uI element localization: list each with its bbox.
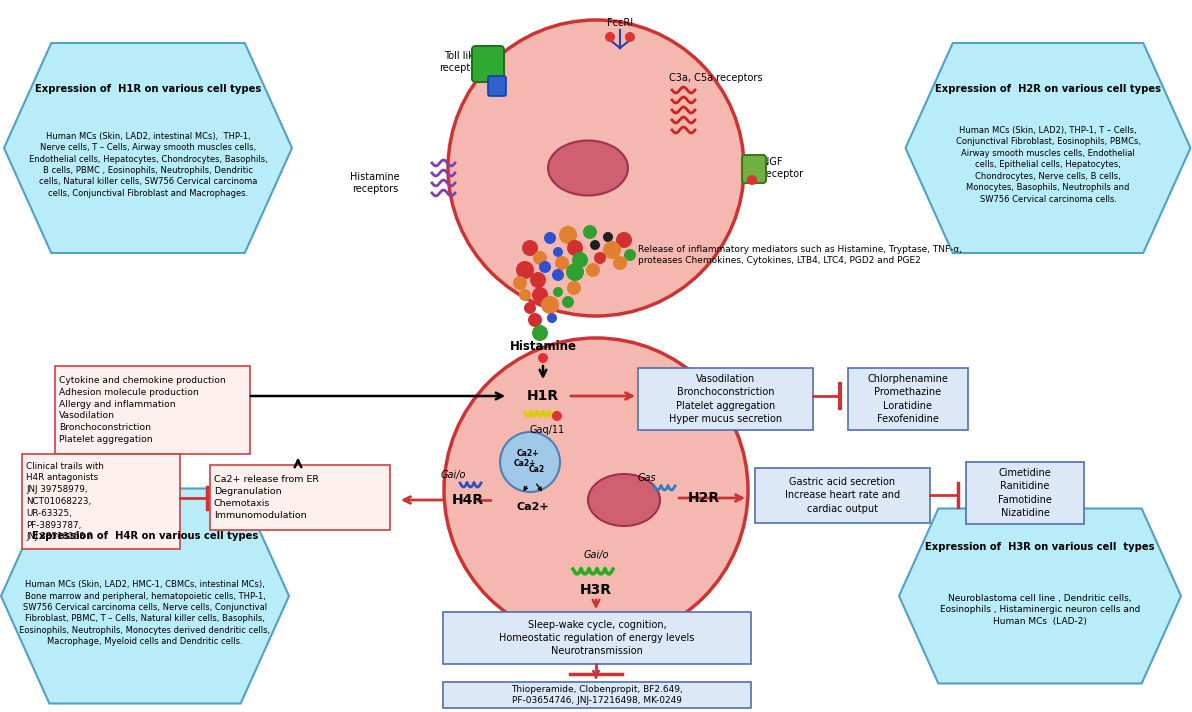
Circle shape [547, 313, 557, 323]
Text: H3R: H3R [581, 583, 611, 597]
FancyBboxPatch shape [741, 155, 766, 183]
Text: Expression of  H1R on various cell types: Expression of H1R on various cell types [35, 84, 261, 94]
Circle shape [603, 232, 613, 242]
Circle shape [613, 256, 627, 270]
FancyBboxPatch shape [55, 366, 250, 454]
FancyBboxPatch shape [472, 46, 504, 82]
FancyBboxPatch shape [966, 462, 1084, 524]
Circle shape [590, 240, 600, 250]
Text: Expression of  H4R on various cell types: Expression of H4R on various cell types [32, 531, 259, 541]
FancyBboxPatch shape [443, 612, 751, 664]
Text: Cimetidine
Ranitidine
Famotidine
Nizatidine: Cimetidine Ranitidine Famotidine Nizatid… [998, 468, 1051, 518]
Polygon shape [906, 43, 1191, 253]
FancyBboxPatch shape [488, 76, 505, 96]
Polygon shape [1, 488, 288, 703]
Circle shape [448, 20, 744, 316]
Circle shape [539, 261, 551, 273]
FancyBboxPatch shape [21, 454, 180, 549]
Text: Toll like
receptors: Toll like receptors [439, 51, 485, 73]
Text: Chlorphenamine
Promethazine
Loratidine
Fexofenidine: Chlorphenamine Promethazine Loratidine F… [868, 375, 949, 424]
Polygon shape [899, 508, 1181, 684]
Text: Sleep-wake cycle, cognition,
Homeostatic regulation of energy levels
Neurotransm: Sleep-wake cycle, cognition, Homeostatic… [499, 620, 695, 656]
Circle shape [553, 287, 563, 297]
Circle shape [519, 289, 530, 301]
Circle shape [583, 225, 597, 239]
Circle shape [528, 313, 542, 327]
Text: C3a, C5a receptors: C3a, C5a receptors [669, 73, 763, 83]
Text: Expression of  H3R on various cell  types: Expression of H3R on various cell types [925, 542, 1155, 552]
Circle shape [552, 411, 561, 421]
Circle shape [623, 249, 637, 261]
Circle shape [516, 261, 534, 279]
Text: Ca2: Ca2 [529, 466, 545, 474]
Text: Expression of  H2R on various cell types: Expression of H2R on various cell types [935, 84, 1161, 94]
Text: Vasodilation
Bronchoconstriction
Platelet aggregation
Hyper mucus secretion: Vasodilation Bronchoconstriction Platele… [669, 375, 782, 424]
Text: Gaq/11: Gaq/11 [529, 425, 565, 435]
Circle shape [594, 252, 606, 264]
Text: Human MCs (Skin, LAD2), THP-1, T – Cells,
Conjunctival Fibroblast, Eosinophils, : Human MCs (Skin, LAD2), THP-1, T – Cells… [956, 126, 1141, 204]
Circle shape [559, 226, 577, 244]
Circle shape [530, 272, 546, 288]
Text: Gai/o: Gai/o [583, 550, 609, 560]
Circle shape [532, 287, 548, 303]
Text: FcεRI: FcεRI [607, 18, 633, 28]
Text: Gas: Gas [638, 473, 657, 483]
Text: Human MCs (Skin, LAD2, HMC-1, CBMCs, intestinal MCs),
Bone marrow and peripheral: Human MCs (Skin, LAD2, HMC-1, CBMCs, int… [19, 580, 271, 646]
FancyBboxPatch shape [848, 368, 968, 430]
Text: Histamine: Histamine [509, 340, 577, 352]
Text: Cytokine and chemokine production
Adhesion molecule production
Allergy and infla: Cytokine and chemokine production Adhesi… [58, 376, 225, 444]
Circle shape [625, 32, 635, 42]
Circle shape [616, 232, 632, 248]
Text: Gai/o: Gai/o [440, 470, 466, 480]
Text: Release of inflammatory mediators such as Histamine, Tryptase, TNF-α,
proteases : Release of inflammatory mediators such a… [638, 245, 962, 266]
Circle shape [533, 251, 547, 265]
FancyBboxPatch shape [638, 368, 813, 430]
Text: H1R: H1R [527, 389, 559, 403]
Circle shape [553, 247, 563, 257]
Circle shape [522, 240, 538, 256]
Circle shape [561, 296, 575, 308]
Polygon shape [4, 43, 292, 253]
Circle shape [552, 269, 564, 281]
Circle shape [567, 281, 581, 295]
Text: Ca2+ release from ER
Degranulation
Chemotaxis
Immunomodulation: Ca2+ release from ER Degranulation Chemo… [215, 476, 319, 520]
FancyBboxPatch shape [210, 465, 390, 530]
Text: H4R: H4R [452, 493, 484, 507]
Circle shape [538, 353, 548, 363]
Ellipse shape [548, 140, 628, 196]
Text: NGF
receptor: NGF receptor [762, 157, 803, 179]
Circle shape [541, 296, 559, 314]
Text: Neuroblastoma cell line , Dendritic cells,
Eosinophils , Histaminergic neuron ce: Neuroblastoma cell line , Dendritic cell… [939, 594, 1141, 626]
Text: Thioperamide, Clobenpropit, BF2.649,
PF-03654746, JNJ-17216498, MK-0249: Thioperamide, Clobenpropit, BF2.649, PF-… [511, 685, 683, 706]
Circle shape [544, 232, 555, 244]
Circle shape [443, 338, 749, 642]
Circle shape [747, 175, 757, 185]
Circle shape [499, 432, 560, 492]
Circle shape [524, 302, 536, 314]
Text: H2R: H2R [688, 491, 720, 505]
Circle shape [606, 32, 615, 42]
Text: Ca2+: Ca2+ [514, 459, 536, 468]
Circle shape [532, 325, 548, 341]
Circle shape [572, 252, 588, 268]
Circle shape [566, 263, 584, 281]
FancyBboxPatch shape [755, 468, 930, 523]
Text: Histamine
receptors: Histamine receptors [350, 172, 399, 194]
Text: Ca2+: Ca2+ [516, 502, 550, 512]
Text: Ca2+: Ca2+ [517, 449, 539, 459]
Text: Clinical trails with
H4R antagonists
JNJ 39758979,
NCT01068223,
UR-63325,
PF-389: Clinical trails with H4R antagonists JNJ… [26, 461, 104, 541]
Circle shape [513, 276, 527, 290]
Circle shape [603, 241, 621, 259]
Circle shape [586, 263, 600, 277]
Text: Human MCs (Skin, LAD2, intestinal MCs),  THP-1,
Nerve cells, T – Cells, Airway s: Human MCs (Skin, LAD2, intestinal MCs), … [29, 132, 267, 198]
Circle shape [555, 256, 569, 270]
Text: Gastric acid secretion
Increase heart rate and
cardiac output: Gastric acid secretion Increase heart ra… [786, 477, 900, 513]
Ellipse shape [588, 474, 660, 526]
FancyBboxPatch shape [443, 682, 751, 708]
Circle shape [567, 240, 583, 256]
